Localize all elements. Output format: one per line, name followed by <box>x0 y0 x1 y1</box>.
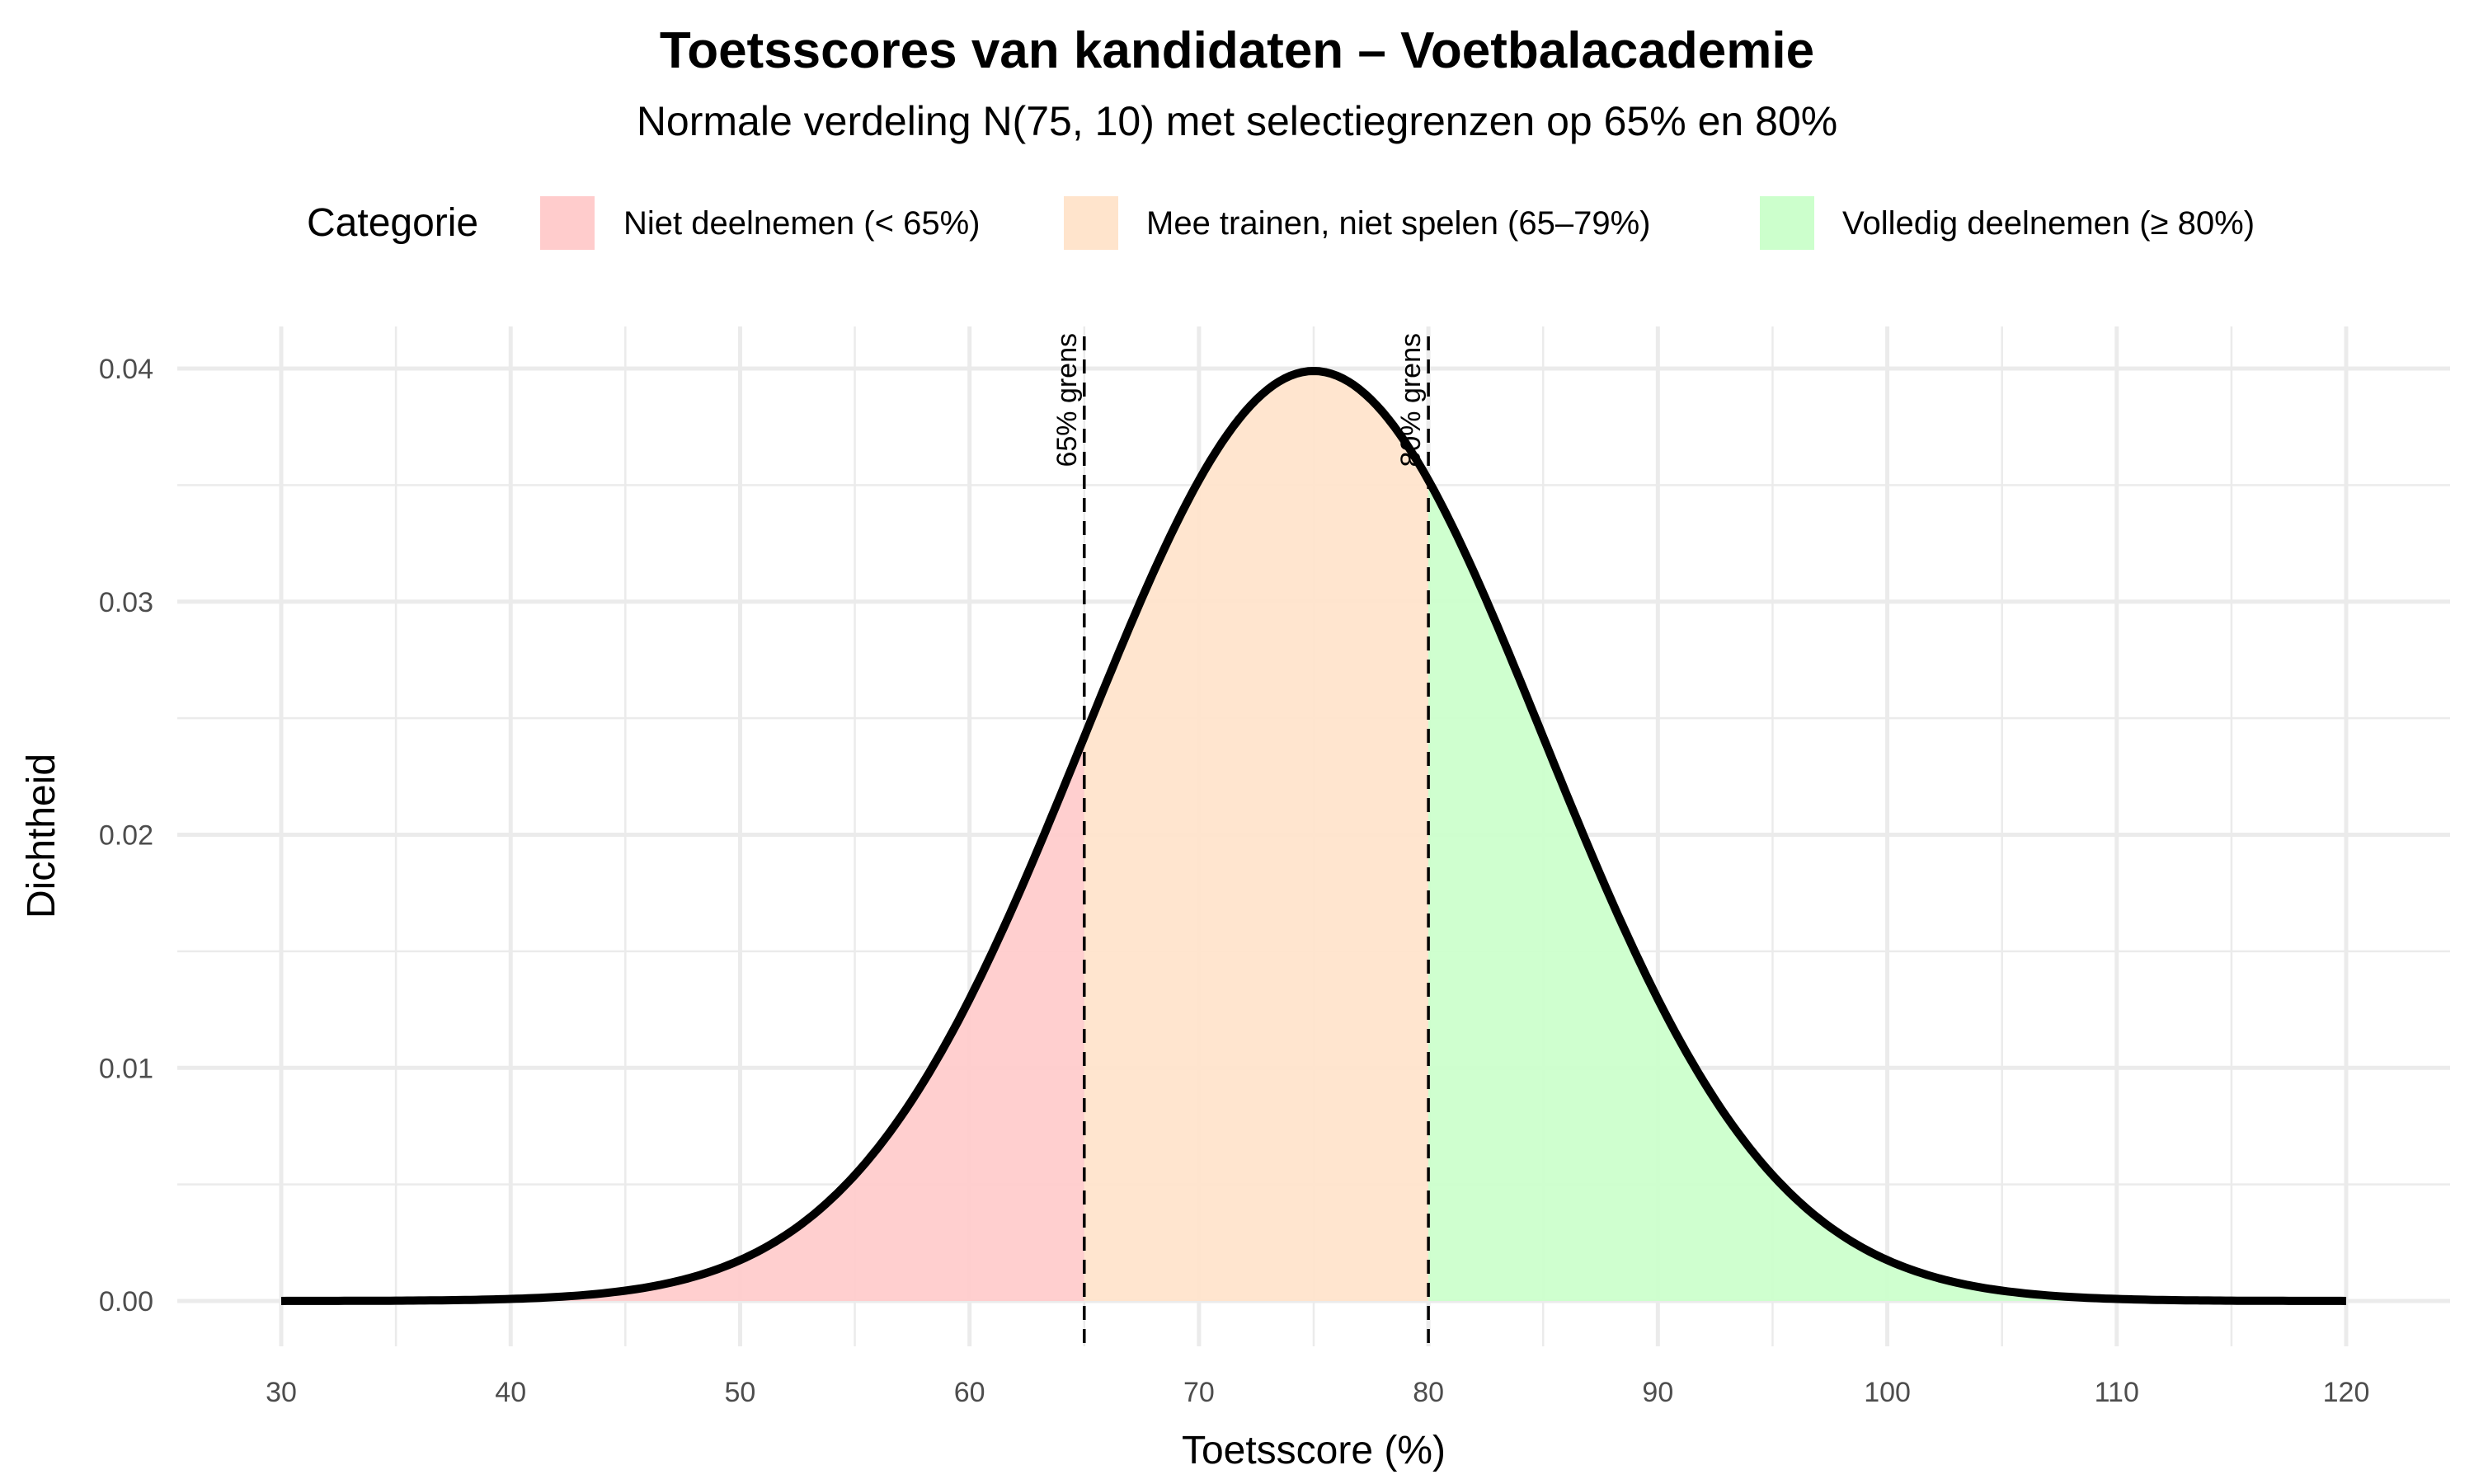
x-tick-label: 60 <box>954 1377 985 1408</box>
y-axis-title: Dichtheid <box>20 754 63 918</box>
chart-subtitle: Normale verdeling N(75, 10) met selectie… <box>636 98 1838 144</box>
region-fill <box>1428 480 2346 1301</box>
density-curve <box>280 367 2347 1305</box>
x-tick-label: 80 <box>1413 1377 1444 1408</box>
legend-label-niet-deelnemen: Niet deelnemen (< 65%) <box>623 205 981 242</box>
threshold-label: 80% grens <box>1395 333 1427 467</box>
region-fill <box>281 736 1084 1301</box>
legend-swatch-niet-deelnemen <box>540 196 595 250</box>
x-axis-title: Toetsscore (%) <box>1182 1429 1446 1472</box>
x-axis-ticks: 30 40 50 60 70 80 90 100 110 120 <box>266 1377 2369 1408</box>
y-tick-label: 0.01 <box>99 1053 153 1084</box>
x-tick-label: 90 <box>1642 1377 1673 1408</box>
legend-label-volledig-deelnemen: Volledig deelnemen (≥ 80%) <box>1842 205 2255 242</box>
y-tick-label: 0.04 <box>99 354 153 385</box>
x-tick-label: 100 <box>1864 1377 1911 1408</box>
y-axis-ticks: 0.00 0.01 0.02 0.03 0.04 <box>99 354 153 1317</box>
legend-title: Categorie <box>307 201 479 245</box>
legend: Categorie Niet deelnemen (< 65%) Mee tra… <box>0 196 2474 251</box>
y-tick-label: 0.02 <box>99 820 153 852</box>
region-fill <box>1084 371 1429 1301</box>
legend-swatch-volledig-deelnemen <box>1760 196 1814 250</box>
threshold-label: 65% grens <box>1051 333 1083 467</box>
x-tick-label: 30 <box>266 1377 297 1408</box>
y-tick-label: 0.03 <box>99 587 153 618</box>
legend-swatch-mee-trainen <box>1064 196 1118 250</box>
x-tick-label: 70 <box>1183 1377 1215 1408</box>
x-tick-label: 50 <box>725 1377 756 1408</box>
chart-title: Toetsscores van kandidaten – Voetbalacad… <box>659 22 1815 79</box>
threshold-lines: 65% grens 80% grens <box>1051 333 1430 1350</box>
x-tick-label: 110 <box>2095 1377 2139 1408</box>
density-fills <box>281 371 2346 1301</box>
x-tick-label: 120 <box>2323 1377 2370 1408</box>
y-tick-label: 0.00 <box>99 1286 153 1317</box>
legend-label-mee-trainen: Mee trainen, niet spelen (65–79%) <box>1146 205 1651 242</box>
x-tick-label: 40 <box>495 1377 526 1408</box>
